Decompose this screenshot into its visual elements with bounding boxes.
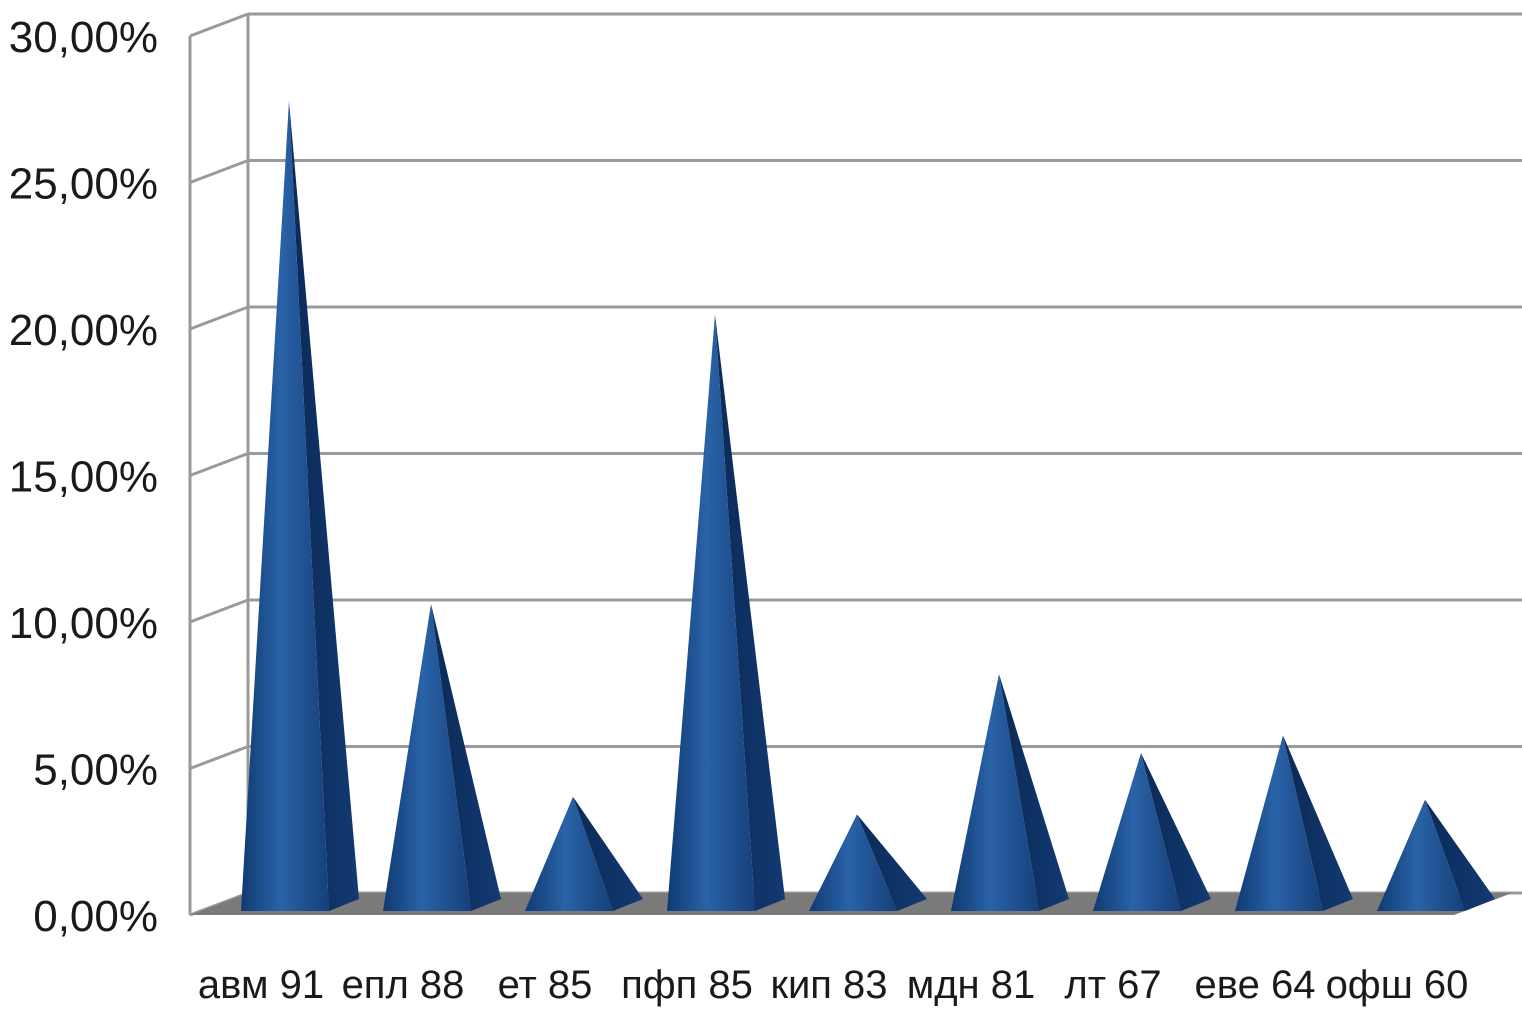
pyramid-bar xyxy=(525,796,643,911)
x-category-label: авм 91 xyxy=(198,963,324,1007)
y-tick-label: 5,00% xyxy=(33,746,158,795)
pyramid-front-face xyxy=(525,796,613,911)
gridline-side xyxy=(189,159,249,184)
pyramid-bar xyxy=(383,603,501,911)
x-category-label: ет 85 xyxy=(498,963,593,1007)
pyramid-side-face xyxy=(1283,735,1353,911)
y-tick-label: 25,00% xyxy=(9,160,158,209)
x-category-label: пфп 85 xyxy=(621,963,753,1007)
pyramids xyxy=(241,100,1495,911)
y-tick-label: 30,00% xyxy=(9,13,158,62)
y-tick-label: 10,00% xyxy=(9,599,158,648)
pyramid-bar xyxy=(951,674,1069,911)
pyramid-bar xyxy=(1377,799,1495,911)
y-tick-label: 20,00% xyxy=(9,306,158,355)
x-category-label: кип 83 xyxy=(770,963,887,1007)
pyramid-front-face xyxy=(667,314,755,911)
x-category-label: лт 67 xyxy=(1064,963,1161,1007)
pyramid-front-face xyxy=(1377,799,1465,911)
y-tick-label: 15,00% xyxy=(9,453,158,502)
x-category-label: офш 60 xyxy=(1326,963,1469,1007)
x-category-label: епл 88 xyxy=(342,963,465,1007)
y-axis-tick-labels: 0,00% 5,00% 10,00% 15,00% 20,00% 25,00% 30,00% xyxy=(9,13,158,941)
pyramid-side-face xyxy=(999,674,1069,911)
pyramid-bar xyxy=(809,814,927,911)
pyramid-bar xyxy=(241,100,359,911)
pyramid-side-face xyxy=(715,314,785,911)
y-tick-label: 0,00% xyxy=(33,892,158,941)
pyramid-side-face xyxy=(573,796,643,911)
pyramid-bar xyxy=(667,314,785,911)
pyramid-front-face xyxy=(951,674,1039,911)
pyramid-side-face xyxy=(431,603,501,911)
pyramid-front-face xyxy=(1235,735,1323,911)
pyramid-front-face xyxy=(809,814,897,911)
pyramid-bar xyxy=(1235,735,1353,911)
pyramid-front-face xyxy=(1093,752,1181,911)
pyramid-bar xyxy=(1093,752,1211,911)
pyramid-side-face xyxy=(1141,752,1211,911)
gridlines xyxy=(189,12,1522,917)
gridline-side xyxy=(189,305,249,331)
gridline-side xyxy=(189,452,249,477)
pyramid-front-face xyxy=(241,100,329,911)
pyramid-side-face xyxy=(289,100,359,911)
pyramid-side-face xyxy=(857,814,927,911)
gridline-side xyxy=(189,598,249,624)
x-axis-category-labels: авм 91 епл 88 ет 85 пфп 85 кип 83 мдн 81 лт 67… xyxy=(198,963,1469,1007)
x-category-label: мдн 81 xyxy=(907,963,1036,1007)
pyramid-front-face xyxy=(383,603,471,911)
pyramid-side-face xyxy=(1425,799,1495,911)
gridline-side xyxy=(189,745,249,770)
gridline-side xyxy=(189,12,249,38)
x-category-label: еве 64 xyxy=(1195,963,1316,1007)
